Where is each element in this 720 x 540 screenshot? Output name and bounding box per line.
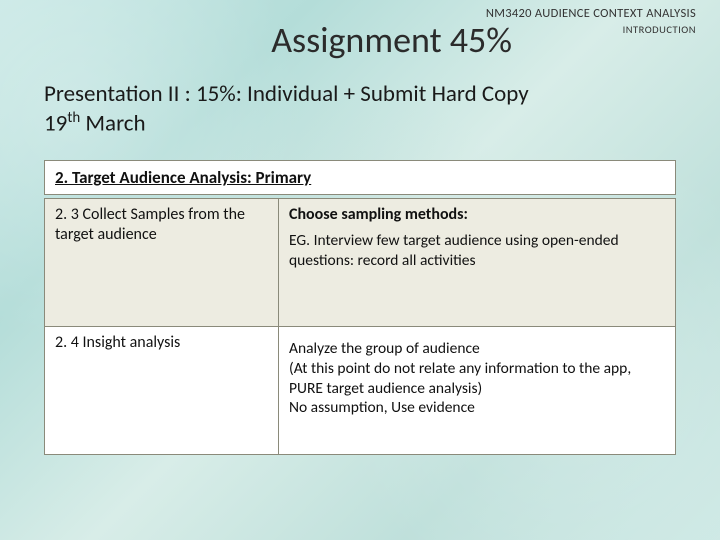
row1-right-heading: Choose sampling methods: xyxy=(289,205,665,225)
slide: NM3420 AUDIENCE CONTEXT ANALYSIS INTRODU… xyxy=(0,0,720,540)
subtitle: Presentation II : 15%: Individual + Subm… xyxy=(44,80,676,138)
course-sub: INTRODUCTION xyxy=(486,23,696,37)
section-header: 2. Target Audience Analysis: Primary xyxy=(44,160,676,195)
subtitle-date-prefix: 19 xyxy=(44,109,67,137)
table-row-1-left: 2. 3 Collect Samples from the target aud… xyxy=(45,199,279,327)
table-row-2-left: 2. 4 Insight analysis xyxy=(45,327,279,455)
course-code: NM3420 AUDIENCE CONTEXT ANALYSIS xyxy=(486,6,696,23)
content-table: 2. 3 Collect Samples from the target aud… xyxy=(44,198,676,455)
table-row-2-right: Analyze the group of audience (At this p… xyxy=(279,327,676,455)
page-title: Assignment 45% xyxy=(0,18,512,62)
subtitle-date-sup: th xyxy=(67,109,80,127)
subtitle-date-suffix: March xyxy=(80,109,145,137)
subtitle-line1: Presentation II : 15%: Individual + Subm… xyxy=(44,80,529,108)
row1-right-body: EG. Interview few target audience using … xyxy=(289,231,665,271)
row2-right-body: Analyze the group of audience (At this p… xyxy=(289,339,665,418)
table-row-1-right: Choose sampling methods: EG. Interview f… xyxy=(279,199,676,327)
course-header: NM3420 AUDIENCE CONTEXT ANALYSIS INTRODU… xyxy=(486,6,696,37)
